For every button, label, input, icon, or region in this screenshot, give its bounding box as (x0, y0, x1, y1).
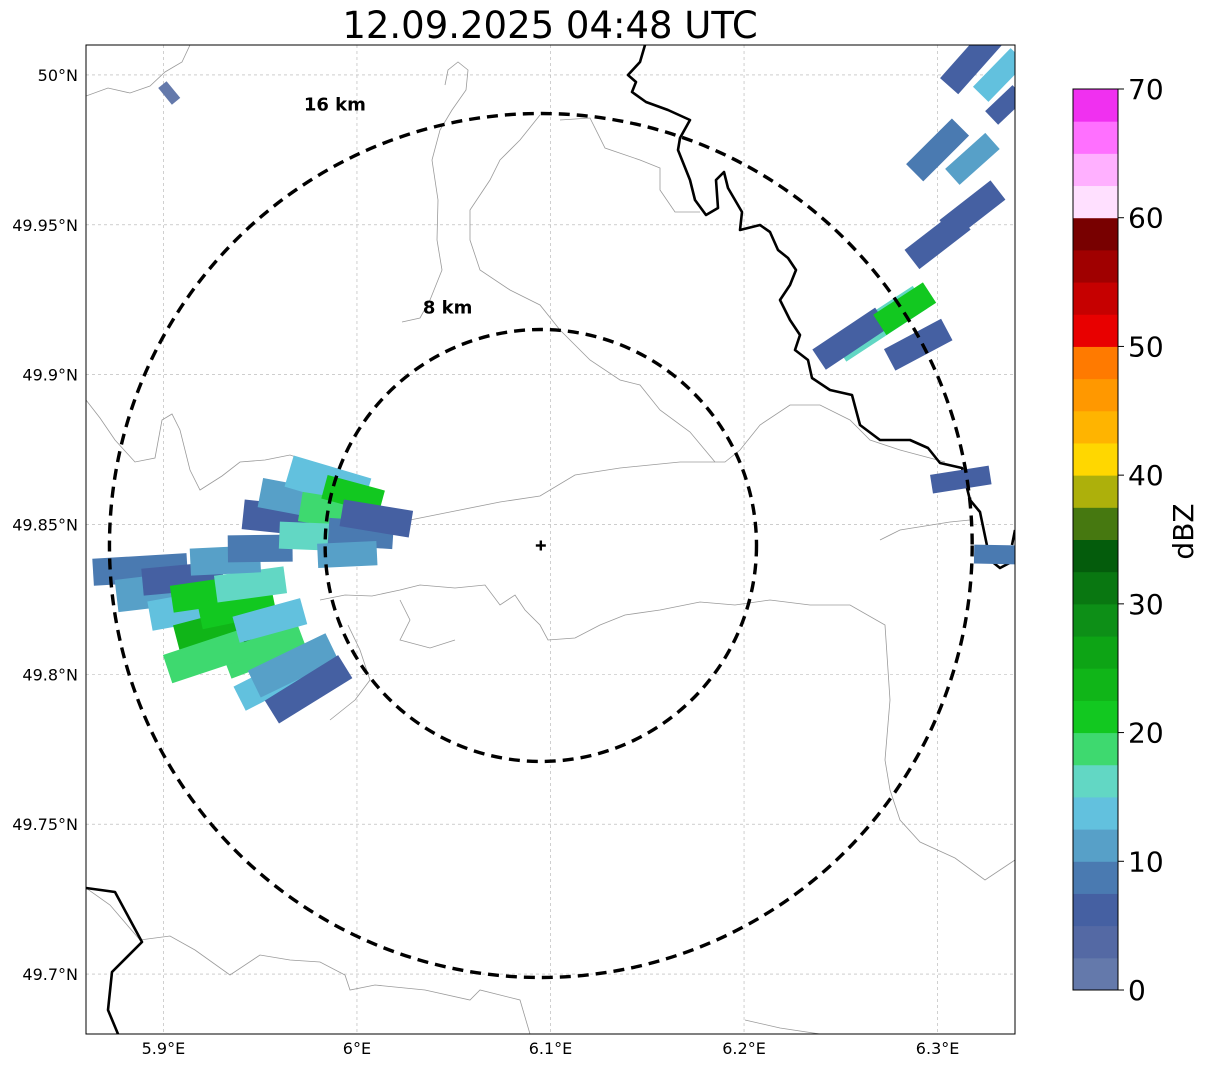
echo-cell (232, 598, 308, 643)
colorbar-segment (1073, 893, 1118, 927)
echo-cell (247, 633, 339, 698)
boundary-line (879, 519, 971, 541)
colorbar-title: dBZ (1167, 503, 1200, 559)
radar-site-marker (535, 540, 546, 551)
colorbar-segment (1073, 507, 1118, 540)
echo-cell (220, 622, 308, 679)
echo-cell (906, 118, 970, 182)
colorbar-segment (1073, 571, 1118, 605)
colorbar-segment (1073, 346, 1118, 380)
lon-tick-label: 5.9°E (142, 1039, 186, 1058)
lon-tick-label: 6.3°E (916, 1039, 960, 1058)
range-ring-label: 16 km (304, 94, 366, 115)
colorbar-tick-label: 20 (1128, 717, 1164, 750)
colorbar-segment (1073, 217, 1118, 251)
lat-tick-label: 49.8°N (22, 665, 78, 684)
lon-tick-label: 6.1°E (529, 1039, 573, 1058)
colorbar-segment (1073, 700, 1118, 734)
colorbar-segment (1073, 249, 1118, 283)
lat-tick-label: 49.7°N (22, 965, 78, 984)
echo-cell (158, 81, 181, 105)
echo-cell (812, 307, 889, 370)
boundary-line (559, 117, 700, 213)
range-rings: 8 km 16 km (107, 94, 974, 980)
range-ring-label: 8 km (423, 297, 473, 318)
colorbar-tick-label: 0 (1128, 974, 1146, 1007)
colorbar-frame (1072, 88, 1119, 991)
echo-cell (973, 544, 1015, 565)
boundary-line (329, 624, 371, 721)
echo-cell (930, 465, 992, 494)
boundary-line (469, 114, 716, 463)
range-ring (107, 111, 974, 980)
colorbar-segment (1073, 314, 1118, 347)
echo-cell (985, 85, 1015, 125)
echo-cell (213, 566, 288, 603)
colorbar-segment (1073, 475, 1118, 508)
echo-cell (873, 282, 937, 336)
boundary-line (399, 599, 456, 649)
echo-cell (162, 629, 250, 684)
graticule-grid (86, 45, 1015, 1034)
colorbar-segment (1073, 925, 1118, 959)
boundary-line (319, 584, 1015, 881)
colorbar-tick-label: 60 (1128, 202, 1164, 235)
country-border-line (626, 45, 1015, 570)
admin-boundaries (86, 45, 1015, 1034)
colorbar-segment (1073, 957, 1118, 991)
colorbar-segment (1073, 282, 1118, 315)
echo-cell (317, 540, 378, 568)
colorbar-segment (1073, 796, 1118, 830)
colorbar-segment (1073, 539, 1118, 573)
colorbar-segment (1073, 185, 1118, 219)
echo-cell (940, 45, 1005, 95)
colorbar-segment (1073, 603, 1118, 637)
colorbar-segment (1073, 121, 1118, 154)
map-title: 12.09.2025 04:48 UTC (342, 4, 758, 47)
country-border-line (86, 886, 144, 1034)
echo-cell (227, 534, 293, 563)
lat-tick-label: 49.75°N (12, 815, 78, 834)
lat-tick-label: 49.85°N (12, 516, 78, 535)
echo-cell (945, 132, 1000, 185)
lat-tick-label: 49.95°N (12, 216, 78, 235)
echo-cell (883, 318, 953, 371)
colorbar-segment (1073, 89, 1118, 122)
echo-cell (264, 655, 353, 724)
lon-tick-label: 6.2°E (722, 1039, 766, 1058)
colorbar-segment (1073, 668, 1118, 701)
colorbar-segment (1073, 732, 1118, 766)
colorbar-tick-label: 10 (1128, 845, 1164, 878)
boundary-line (401, 61, 469, 323)
reflectivity-echoes (92, 45, 1015, 724)
colorbar-tick-label: 70 (1128, 73, 1164, 106)
colorbar-segment (1073, 378, 1118, 412)
echo-cell (939, 180, 1006, 240)
echo-cell (972, 48, 1015, 102)
echo-cell (339, 499, 414, 538)
lat-tick-label: 49.9°N (22, 366, 78, 385)
colorbar-segment (1073, 636, 1118, 669)
boundary-line (86, 399, 946, 521)
colorbar-segment (1073, 410, 1118, 444)
range-ring (323, 327, 759, 764)
boundary-line (86, 45, 191, 97)
plot-frame (85, 44, 1016, 1035)
colorbar-segment (1073, 861, 1118, 894)
colorbar-tick-label: 30 (1128, 588, 1164, 621)
colorbar-segment (1073, 153, 1118, 187)
colorbar-segment (1073, 442, 1118, 476)
axis-tick-labels: 5.9°E 6°E 6.1°E 6.2°E 6.3°E 50°N 49.95°N 49.9°N… (12, 66, 959, 1058)
lon-tick-label: 6°E (343, 1039, 371, 1058)
colorbar: 0 10 20 30 40 50 60 70 dBZ (1072, 73, 1200, 1007)
colorbar-segment (1073, 764, 1118, 798)
colorbar-tick-label: 50 (1128, 330, 1164, 363)
colorbar-segment (1073, 829, 1118, 862)
boundary-line (744, 1019, 821, 1034)
colorbar-tick-label: 40 (1128, 459, 1164, 492)
boundary-line (86, 887, 531, 1034)
echo-cell (197, 587, 277, 630)
lat-tick-label: 50°N (38, 66, 78, 85)
